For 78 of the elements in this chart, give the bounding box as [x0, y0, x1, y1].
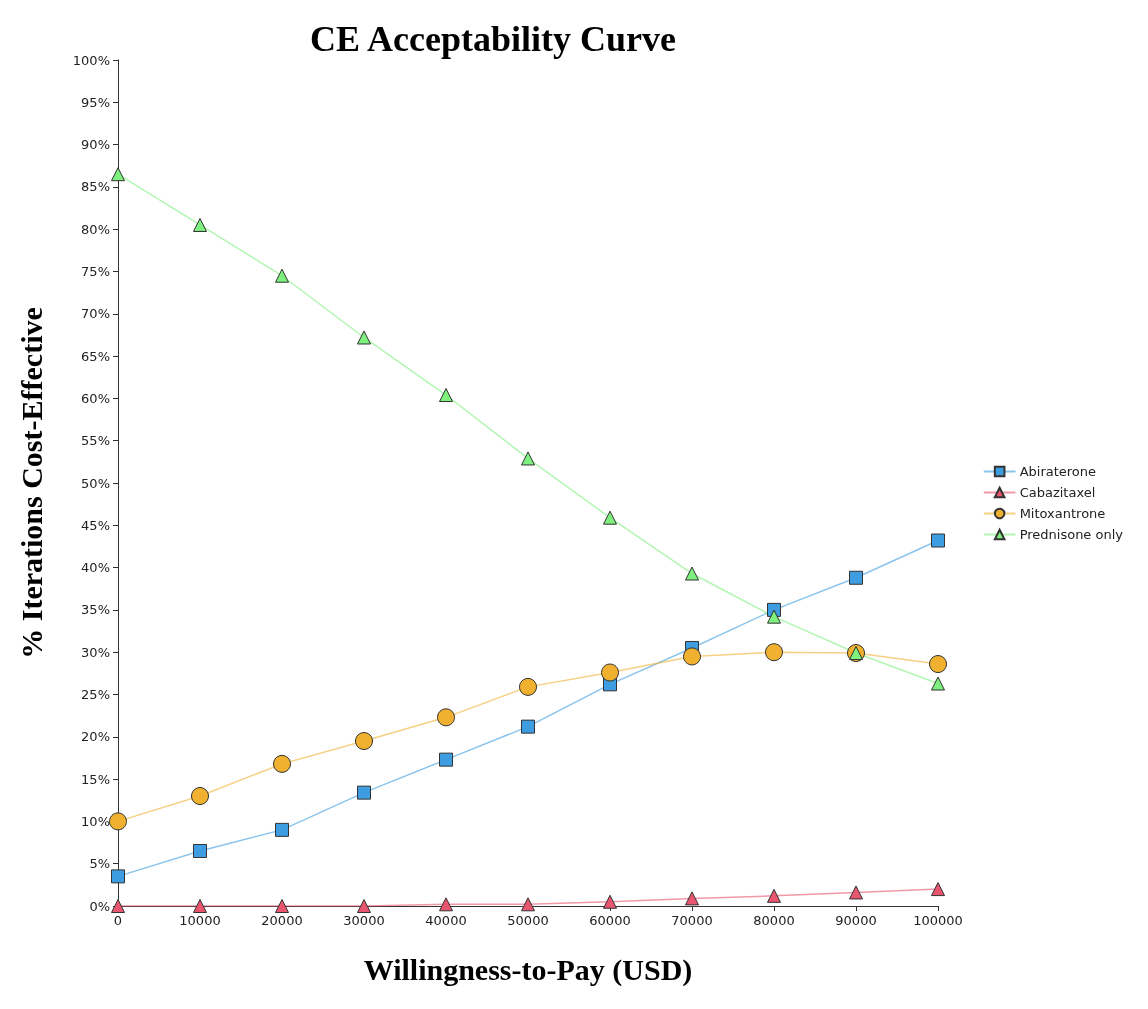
point: [685, 891, 699, 906]
chart-title: CE Acceptability Curve: [310, 19, 676, 59]
point: [437, 708, 455, 727]
point: [931, 533, 945, 548]
y-tick-label: 0%: [89, 898, 110, 914]
point: [439, 897, 453, 912]
point: [683, 647, 701, 666]
point: [601, 663, 619, 682]
point: [275, 899, 289, 913]
y-tick-label: 95%: [81, 94, 110, 110]
x-tick-label: 60000: [589, 913, 631, 928]
legend-label: Cabazitaxel: [1019, 485, 1096, 500]
y-tick-label: 35%: [81, 602, 110, 618]
y-tick-label: 65%: [81, 348, 110, 364]
point: [931, 676, 945, 691]
y-tick-label: 25%: [81, 687, 110, 702]
point: [603, 510, 617, 525]
y-tick-label: 5%: [89, 856, 110, 872]
x-tick-label: 100000: [913, 913, 963, 928]
point: [273, 754, 291, 773]
point: [357, 330, 371, 345]
point: [193, 844, 207, 859]
point: [603, 894, 617, 909]
point: [929, 655, 947, 674]
y-tick-label: 20%: [81, 729, 110, 745]
x-tick-label: 90000: [835, 913, 877, 928]
point: [765, 643, 783, 662]
x-tick-label: 70000: [671, 913, 713, 928]
point: [191, 787, 209, 806]
point: [931, 882, 945, 897]
point: [521, 897, 535, 912]
y-tick-label: 90%: [81, 137, 110, 153]
y-tick-label: 70%: [81, 306, 110, 322]
point: [521, 451, 535, 466]
y-tick-label: 45%: [81, 517, 110, 533]
point: [439, 388, 453, 403]
legend-label: Mitoxantrone: [1019, 506, 1106, 521]
y-tick-label: 80%: [81, 221, 110, 237]
x-tick-label: 0: [113, 913, 123, 928]
x-tick-label: 20000: [261, 913, 303, 928]
x-tick-label: 50000: [507, 913, 549, 928]
point: [193, 899, 207, 913]
y-tick-label: 100%: [72, 52, 110, 68]
y-tick-label: 10%: [81, 813, 110, 829]
y-tick-label: 85%: [81, 179, 110, 195]
point: [111, 167, 125, 182]
point: [357, 899, 371, 913]
y-axis-title: % Iterations Cost-Effective: [14, 307, 48, 659]
x-tick-label: 10000: [179, 913, 221, 928]
point: [109, 812, 127, 831]
point: [767, 888, 781, 903]
y-tick-label: 60%: [81, 390, 110, 406]
point: [193, 217, 207, 232]
point: [357, 785, 371, 800]
point: [111, 899, 125, 913]
x-tick-label: 80000: [753, 913, 795, 928]
legend-label: Abiraterone: [1019, 464, 1097, 479]
point: [275, 822, 289, 837]
y-tick-label: 75%: [81, 264, 110, 279]
y-tick-label: 50%: [81, 475, 110, 491]
x-tick-label: 30000: [343, 913, 385, 928]
point: [519, 677, 537, 696]
point: [685, 566, 699, 581]
point: [767, 609, 781, 624]
legend-label: Prednisone only: [1019, 527, 1124, 542]
point: [355, 732, 373, 751]
x-axis-title: Willingness-to-Pay (USD): [363, 952, 693, 987]
point: [849, 570, 863, 585]
point: [111, 869, 125, 884]
point: [439, 752, 453, 767]
y-tick-label: 30%: [81, 644, 110, 660]
y-tick-label: 55%: [81, 433, 110, 449]
point: [275, 268, 289, 283]
point: [521, 719, 535, 734]
y-tick-label: 15%: [81, 771, 110, 787]
y-tick-label: 40%: [81, 560, 110, 576]
x-tick-label: 40000: [425, 913, 467, 928]
point: [849, 885, 863, 900]
